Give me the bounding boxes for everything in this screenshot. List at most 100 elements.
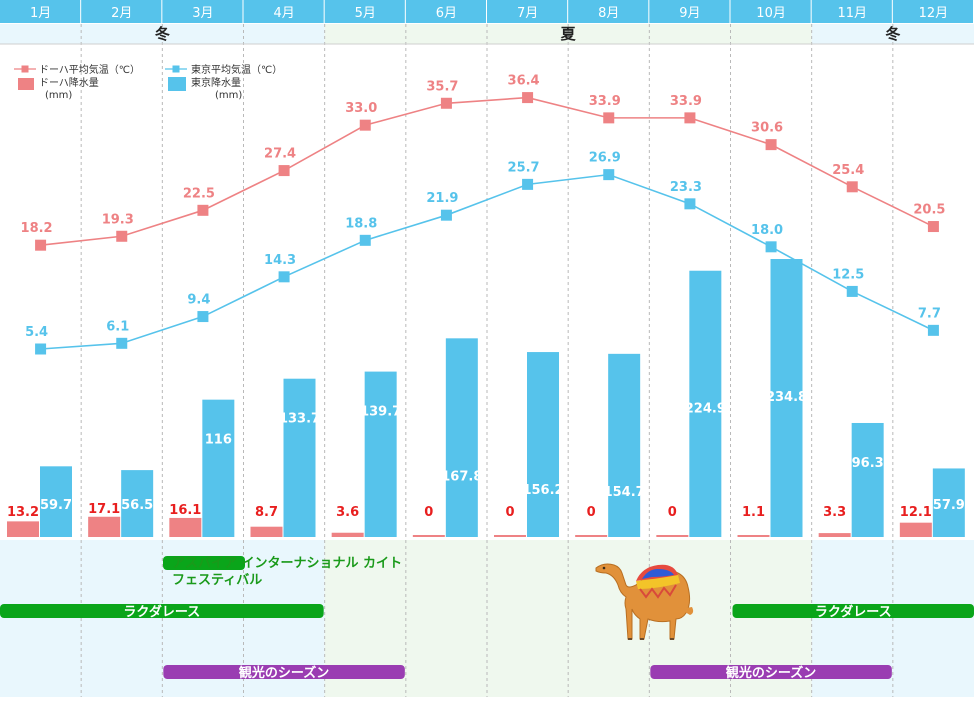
bar-doha-rain-11 [819, 533, 851, 537]
temp-label-tokyo-8: 26.9 [589, 151, 621, 166]
temp-label-tokyo-10: 18.0 [751, 223, 783, 238]
bar-doha-rain-4 [251, 527, 283, 537]
temp-marker-tokyo-4 [279, 271, 290, 282]
bar-label-doha-rain-11: 3.3 [823, 505, 846, 520]
festival-label-line1: アスパイア インターナショナル カイト [172, 556, 402, 571]
temp-label-doha-2: 19.3 [102, 212, 134, 227]
bar-doha-rain-5 [332, 533, 364, 537]
temp-label-doha-4: 27.4 [264, 147, 296, 162]
temp-marker-doha-7 [522, 92, 533, 103]
temp-label-tokyo-6: 21.9 [426, 191, 458, 206]
temp-label-doha-7: 36.4 [508, 74, 540, 89]
bar-label-doha-rain-10: 1.1 [742, 505, 765, 520]
month-label-11: 11月 [837, 6, 867, 21]
bar-label-doha-rain-1: 13.2 [7, 505, 39, 520]
bar-label-tokyo-rain-9: 224.9 [685, 402, 726, 417]
month-label-3: 3月 [192, 6, 213, 21]
temp-marker-doha-6 [441, 98, 452, 109]
event-label-2: 観光のシーズン [238, 665, 329, 681]
event-label-0: ラクダレース [123, 604, 200, 620]
month-label-2: 2月 [111, 6, 132, 21]
bar-label-tokyo-rain-8: 154.7 [604, 485, 645, 500]
bar-label-tokyo-rain-2: 56.5 [121, 498, 153, 513]
temp-label-doha-5: 33.0 [345, 101, 377, 116]
temp-marker-tokyo-2 [116, 338, 127, 349]
temp-marker-tokyo-3 [197, 311, 208, 322]
temp-marker-doha-4 [279, 165, 290, 176]
temp-label-doha-11: 25.4 [832, 163, 864, 178]
temp-marker-doha-9 [684, 112, 695, 123]
temp-marker-doha-11 [847, 181, 858, 192]
temp-label-doha-6: 35.7 [426, 79, 458, 94]
legend-tokyo-rain-unit: (mm) [215, 90, 242, 101]
month-label-10: 10月 [756, 6, 786, 21]
bar-label-tokyo-rain-3: 116 [205, 433, 232, 448]
temp-label-tokyo-1: 5.4 [25, 325, 48, 340]
bar-label-tokyo-rain-6: 167.8 [441, 469, 482, 484]
temp-marker-tokyo-6 [441, 210, 452, 221]
temp-label-tokyo-7: 25.7 [508, 160, 540, 175]
month-label-4: 4月 [273, 6, 294, 21]
temp-label-doha-3: 22.5 [183, 186, 215, 201]
month-label-12: 12月 [919, 6, 949, 21]
temp-marker-doha-1 [35, 240, 46, 251]
legend-doha-temp-label: ドーハ平均気温（℃） [39, 63, 140, 76]
temp-label-tokyo-9: 23.3 [670, 180, 702, 195]
legend: ドーハ平均気温（℃）ドーハ降水量(mm)東京平均気温（℃）東京降水量(mm) [14, 63, 282, 101]
bar-label-tokyo-rain-4: 133.7 [279, 412, 320, 427]
legend-tokyo-rain-label: 東京降水量 [191, 76, 241, 89]
temp-marker-tokyo-7 [522, 179, 533, 190]
bar-tokyo-rain-8 [608, 354, 640, 537]
temp-marker-doha-12 [928, 221, 939, 232]
temp-label-doha-9: 33.9 [670, 94, 702, 109]
temp-label-tokyo-3: 9.4 [187, 293, 210, 308]
legend-doha-rain-unit: (mm) [45, 90, 72, 101]
bar-tokyo-rain-4 [284, 379, 316, 537]
bar-tokyo-rain-6 [446, 338, 478, 537]
legend-tokyo-temp-marker [173, 66, 180, 73]
temp-marker-tokyo-9 [684, 198, 695, 209]
temp-label-doha-1: 18.2 [21, 221, 53, 236]
bar-label-doha-rain-5: 3.6 [336, 505, 359, 520]
temp-label-tokyo-11: 12.5 [832, 267, 864, 282]
month-label-6: 6月 [436, 6, 457, 21]
bar-label-tokyo-rain-10: 234.8 [766, 390, 807, 405]
temp-marker-tokyo-10 [766, 241, 777, 252]
temp-marker-tokyo-1 [35, 344, 46, 355]
temp-marker-doha-2 [116, 231, 127, 242]
legend-tokyo-rain-swatch [168, 77, 186, 91]
bar-label-doha-rain-9: 0 [668, 505, 677, 520]
bar-label-tokyo-rain-7: 156.2 [522, 483, 563, 498]
month-label-5: 5月 [355, 6, 376, 21]
bar-label-doha-rain-2: 17.1 [88, 502, 120, 517]
temp-marker-doha-5 [360, 120, 371, 131]
bar-doha-rain-7 [494, 535, 526, 537]
legend-doha-rain-label: ドーハ降水量 [39, 76, 99, 89]
legend-tokyo-temp-label: 東京平均気温（℃） [191, 63, 282, 76]
bar-label-doha-rain-8: 0 [587, 505, 596, 520]
bar-doha-rain-1 [7, 521, 39, 537]
temp-marker-doha-10 [766, 139, 777, 150]
bar-doha-rain-6 [413, 535, 445, 537]
temp-marker-tokyo-5 [360, 235, 371, 246]
bar-tokyo-rain-5 [365, 372, 397, 537]
season-label-1: 夏 [560, 25, 577, 43]
event-label-1: ラクダレース [815, 604, 892, 620]
bar-tokyo-rain-7 [527, 352, 559, 537]
temp-label-tokyo-12: 7.7 [918, 306, 941, 321]
month-label-8: 8月 [598, 6, 619, 21]
temp-label-doha-8: 33.9 [589, 94, 621, 109]
bar-label-doha-rain-4: 8.7 [255, 505, 278, 520]
bar-doha-rain-9 [656, 535, 688, 537]
temp-marker-tokyo-11 [847, 286, 858, 297]
season-label-0: 冬 [155, 25, 170, 43]
legend-doha-rain-swatch [18, 78, 34, 90]
temp-label-tokyo-2: 6.1 [106, 319, 129, 334]
temp-marker-tokyo-12 [928, 325, 939, 336]
bar-doha-rain-10 [738, 535, 770, 537]
bar-label-doha-rain-6: 0 [424, 505, 433, 520]
